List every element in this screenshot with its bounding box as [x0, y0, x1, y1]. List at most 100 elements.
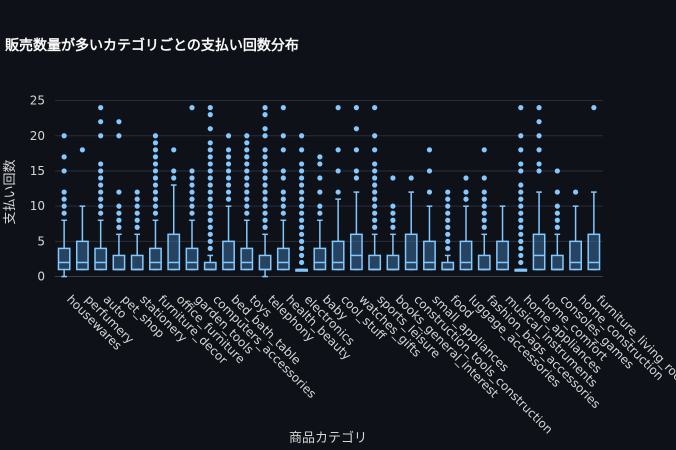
outlier-point: [536, 104, 542, 111]
outlier-point: [98, 210, 104, 216]
outlier-point: [390, 210, 396, 216]
outlier-point: [134, 189, 140, 195]
outlier-point: [481, 175, 487, 181]
box-computers_accessories: [203, 104, 217, 271]
outlier-point: [98, 196, 104, 202]
outlier-point: [554, 210, 560, 216]
outlier-point: [262, 196, 268, 202]
outlier-point: [299, 168, 305, 174]
outlier-point: [426, 189, 433, 195]
outlier-point: [408, 175, 414, 181]
iqr-box: [386, 254, 400, 271]
outlier-point: [98, 104, 104, 111]
outlier-point: [372, 210, 378, 216]
outlier-point: [207, 224, 213, 230]
outlier-point: [98, 133, 104, 139]
box-stationery: [130, 189, 144, 271]
outlier-point: [372, 203, 378, 209]
outlier-point: [390, 175, 396, 181]
iqr-box: [203, 261, 217, 271]
outlier-point: [189, 104, 195, 111]
outlier-point: [481, 203, 487, 209]
box-home_comfort: [532, 104, 546, 271]
box-pet_shop: [112, 119, 126, 271]
outlier-point: [463, 196, 469, 202]
outlier-point: [536, 147, 542, 153]
outlier-point: [262, 133, 268, 139]
outlier-point: [299, 231, 305, 237]
box-home_construction: [569, 189, 583, 271]
iqr-box: [57, 247, 71, 271]
iqr-box: [313, 247, 327, 271]
box-furniture_living_room: [587, 104, 601, 271]
outlier-point: [299, 210, 305, 216]
outlier-point: [518, 196, 524, 202]
outlier-point: [518, 231, 524, 237]
outlier-point: [207, 182, 213, 188]
outlier-point: [262, 161, 268, 167]
outlier-point: [518, 259, 524, 266]
outlier-point: [116, 119, 122, 125]
outlier-point: [317, 203, 323, 209]
outlier-point: [189, 168, 195, 174]
outlier-point: [262, 224, 268, 230]
outlier-point: [299, 203, 305, 209]
outlier-point: [207, 147, 213, 153]
outlier-point: [518, 217, 524, 223]
iqr-box: [94, 247, 108, 271]
outlier-point: [116, 133, 122, 139]
outlier-point: [61, 196, 67, 202]
outlier-point: [445, 210, 451, 216]
outlier-point: [244, 189, 250, 195]
outlier-point: [225, 175, 232, 181]
outlier-point: [244, 168, 250, 174]
outlier-point: [207, 126, 213, 132]
outlier-point: [244, 133, 250, 139]
iqr-box: [496, 240, 509, 271]
outlier-point: [299, 252, 305, 259]
outlier-point: [536, 119, 542, 125]
outlier-point: [116, 210, 122, 216]
outlier-point: [225, 196, 232, 202]
outlier-point: [189, 196, 195, 202]
x-axis-ticks: housewaresperfumeryautopet_shopstationer…: [64, 292, 676, 436]
outlier-point: [390, 203, 396, 209]
box-bed_bath_table: [222, 133, 235, 271]
outlier-point: [61, 203, 67, 209]
outlier-point: [335, 189, 341, 195]
outlier-point: [225, 154, 232, 160]
box-small_appliances: [423, 147, 436, 271]
outlier-point: [299, 217, 305, 223]
outlier-point: [98, 175, 104, 181]
outlier-point: [280, 133, 286, 139]
outlier-point: [536, 161, 542, 167]
outlier-point: [262, 182, 268, 188]
outlier-point: [171, 175, 177, 181]
outlier-point: [171, 168, 177, 174]
outlier-point: [244, 161, 250, 167]
box-fashion_bags_accessories: [477, 147, 491, 271]
box-baby: [313, 154, 327, 271]
outlier-point: [207, 196, 213, 202]
iqr-box: [423, 240, 436, 271]
outlier-point: [244, 154, 250, 160]
outlier-point: [207, 203, 213, 209]
outlier-point: [244, 140, 250, 146]
outlier-point: [445, 224, 451, 230]
outlier-point: [518, 189, 524, 195]
outlier-point: [372, 104, 378, 111]
outlier-point: [445, 217, 451, 223]
outlier-point: [372, 133, 378, 139]
outlier-point: [335, 104, 341, 111]
outlier-point: [207, 175, 213, 181]
outlier-point: [299, 133, 305, 139]
outlier-point: [207, 245, 213, 251]
y-tick-label: 5: [37, 234, 45, 248]
iqr-box: [331, 240, 345, 271]
box-health_beauty: [276, 104, 290, 271]
outlier-point: [481, 217, 487, 223]
outlier-point: [207, 238, 213, 244]
outlier-point: [353, 126, 359, 132]
